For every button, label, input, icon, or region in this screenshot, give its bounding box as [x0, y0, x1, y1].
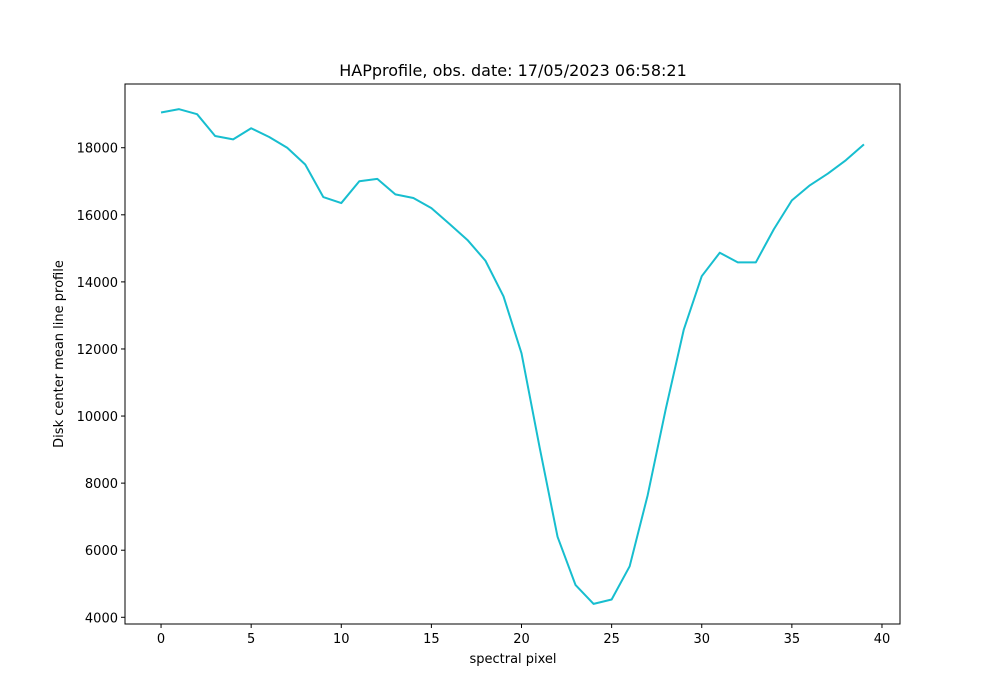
y-tick-label: 16000 [77, 209, 118, 224]
x-tick-label: 20 [513, 632, 530, 647]
y-axis-label: Disk center mean line profile [52, 260, 67, 448]
y-tick-label: 14000 [77, 276, 118, 291]
plot-area: 0 5 10 15 20 25 30 35 40 4000 6000 8000 10000 12000 14… [77, 83, 901, 647]
chart-title: HAPprofile, obs. date: 17/05/2023 06:58:… [339, 61, 687, 80]
x-tick-label: 30 [693, 632, 710, 647]
x-tick-label: 5 [247, 632, 255, 647]
y-tick-label: 4000 [85, 611, 118, 626]
x-tick-label: 15 [423, 632, 440, 647]
y-tick-label: 10000 [77, 410, 118, 425]
y-tick-label: 6000 [85, 544, 118, 559]
x-tick-label: 35 [784, 632, 801, 647]
x-axis-label: spectral pixel [469, 652, 556, 667]
x-tick-label: 0 [157, 632, 165, 647]
series-line-0 [160, 108, 865, 605]
y-tick-label: 18000 [77, 142, 118, 157]
y-tick-label: 12000 [77, 343, 118, 358]
x-tick-label: 10 [333, 632, 350, 647]
y-tick-label: 8000 [85, 477, 118, 492]
x-tick-label: 25 [603, 632, 620, 647]
x-tick-label: 40 [874, 632, 891, 647]
plot-frame [124, 83, 901, 625]
